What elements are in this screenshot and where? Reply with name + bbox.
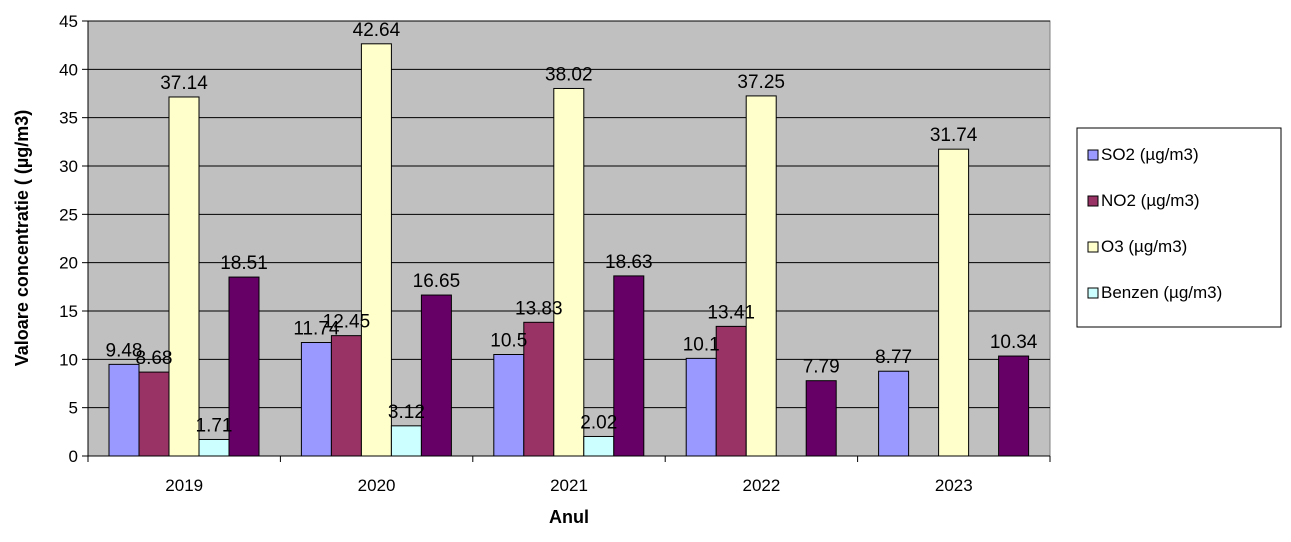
data-label: 8.77 xyxy=(875,347,912,368)
bar xyxy=(878,370,910,457)
data-label: 1.71 xyxy=(196,415,233,436)
bars xyxy=(108,43,1030,457)
x-tick-label: 2021 xyxy=(550,476,588,495)
data-label: 7.79 xyxy=(803,357,840,378)
bar xyxy=(613,275,645,457)
bar xyxy=(168,96,200,457)
data-label: 37.25 xyxy=(737,72,785,93)
legend-label: Benzen (µg/m3) xyxy=(1101,283,1222,302)
data-label: 2.02 xyxy=(580,412,617,433)
bar xyxy=(938,148,970,457)
y-tick-label: 5 xyxy=(69,399,78,418)
data-label: 31.74 xyxy=(930,125,978,146)
x-tick-label: 2020 xyxy=(358,476,396,495)
legend-label: O3 (µg/m3) xyxy=(1101,237,1187,256)
x-tick-label: 2022 xyxy=(742,476,780,495)
data-label: 13.83 xyxy=(515,298,563,319)
bar xyxy=(138,371,170,457)
data-label: 10.5 xyxy=(490,331,527,352)
y-tick-label: 0 xyxy=(69,447,78,466)
axes: 0 5 10 15 20 25 30 35 40 45 2019 2020 2021 2022 2023 xyxy=(59,12,1051,495)
legend-swatch xyxy=(1087,287,1099,299)
y-tick-label: 35 xyxy=(59,109,78,128)
data-label: 42.64 xyxy=(353,20,401,41)
data-label: 9.48 xyxy=(106,340,143,361)
bar xyxy=(493,354,525,457)
y-axis-title: Valoare concentratie ( (µg/m3) xyxy=(12,110,32,366)
y-tick-label: 40 xyxy=(59,60,78,79)
y-tick-label: 15 xyxy=(59,302,78,321)
legend-label: NO2 (µg/m3) xyxy=(1101,191,1200,210)
data-label: 38.02 xyxy=(545,64,593,85)
bar xyxy=(300,342,332,457)
data-labels: 9.48 11.74 10.5 10.1 8.77 8.68 12.45 13.83 13.41… xyxy=(106,20,1038,437)
bar xyxy=(108,363,140,457)
data-label: 10.34 xyxy=(990,332,1038,353)
legend-box xyxy=(1076,127,1282,328)
data-label: 12.45 xyxy=(323,312,371,333)
bar xyxy=(198,438,230,457)
legend-swatch xyxy=(1087,241,1099,253)
legend: SO2 (µg/m3) NO2 (µg/m3) O3 (µg/m3) Benzen (… xyxy=(1076,127,1282,328)
bar xyxy=(583,435,615,457)
bar xyxy=(553,87,585,457)
y-tick-label: 10 xyxy=(59,350,78,369)
x-tick-label: 2023 xyxy=(935,476,973,495)
bar xyxy=(523,321,555,457)
bar xyxy=(715,325,747,457)
legend-swatch xyxy=(1087,149,1099,161)
data-label: 3.12 xyxy=(388,402,425,423)
y-tick-label: 45 xyxy=(59,12,78,31)
bar xyxy=(998,355,1030,457)
data-label: 10.1 xyxy=(683,334,720,355)
bar xyxy=(360,43,392,457)
data-label: 16.65 xyxy=(413,271,461,292)
y-tick-label: 20 xyxy=(59,254,78,273)
data-label: 37.14 xyxy=(160,73,208,94)
x-tick-label: 2019 xyxy=(165,476,203,495)
legend-swatch xyxy=(1087,195,1099,207)
bar xyxy=(685,357,717,457)
bar xyxy=(228,276,260,457)
data-label: 8.68 xyxy=(136,348,173,369)
bar xyxy=(390,425,422,457)
y-tick-label: 30 xyxy=(59,157,78,176)
data-label: 18.63 xyxy=(605,252,653,273)
bar xyxy=(330,335,362,457)
bar xyxy=(745,95,777,457)
data-label: 18.51 xyxy=(220,253,268,274)
data-label: 11.74 xyxy=(293,319,340,340)
bar xyxy=(805,380,837,457)
y-tick-label: 25 xyxy=(59,205,78,224)
bar xyxy=(420,294,452,457)
x-axis-title: Anul xyxy=(549,507,589,527)
legend-label: SO2 (µg/m3) xyxy=(1101,145,1199,164)
data-label: 13.41 xyxy=(707,302,755,323)
